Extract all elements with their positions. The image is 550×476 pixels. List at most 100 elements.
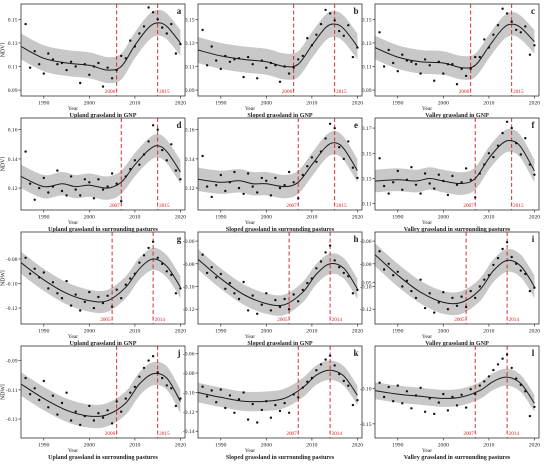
data-point: [287, 308, 291, 311]
data-point: [124, 57, 128, 60]
data-point: [519, 383, 522, 387]
data-point: [315, 267, 318, 270]
breakpoint-label: 2015: [513, 203, 524, 209]
x-tick-label: 2010: [129, 443, 140, 449]
x-tick-label: 2000: [261, 443, 272, 449]
breakpoint-label: 2005: [100, 317, 111, 323]
data-point: [515, 28, 518, 32]
data-point: [83, 178, 87, 181]
panel-title: Valley grassland in surrounding pastures: [404, 227, 511, 233]
data-point: [33, 267, 36, 270]
data-point: [156, 128, 159, 131]
data-point: [297, 197, 300, 200]
data-point: [378, 31, 381, 34]
panel-letter: d: [176, 120, 181, 130]
data-point: [387, 192, 390, 195]
panel-title: Sloped grassland in GNP: [247, 113, 312, 119]
data-point: [501, 357, 504, 360]
plot-area: [21, 118, 182, 210]
data-point: [179, 287, 182, 290]
data-point: [65, 194, 68, 197]
data-point: [242, 75, 245, 79]
data-point: [315, 369, 318, 372]
data-point: [483, 380, 486, 383]
data-point: [487, 152, 491, 155]
data-point: [237, 186, 241, 190]
panel-title: Sloped grassland in surrounding pastures: [226, 227, 335, 233]
data-point: [460, 295, 463, 298]
data-point: [219, 173, 222, 177]
data-point: [79, 423, 82, 427]
data-point: [283, 401, 286, 405]
data-point: [483, 38, 486, 41]
data-point: [24, 376, 27, 380]
data-point: [292, 181, 295, 184]
data-point: [147, 246, 150, 250]
data-point: [396, 270, 399, 273]
y-tick-label: -0.10: [183, 285, 195, 291]
breakpoint-label: 2015: [159, 431, 170, 437]
data-point: [460, 393, 463, 396]
data-point: [351, 292, 355, 295]
data-point: [115, 182, 118, 185]
data-point: [210, 45, 213, 48]
data-point: [496, 363, 500, 366]
data-point: [392, 181, 395, 184]
plot-area: [375, 4, 536, 96]
panel-letter: e: [354, 120, 358, 130]
data-point: [410, 166, 413, 169]
data-point: [301, 54, 304, 58]
data-point: [301, 288, 304, 292]
confidence-band: [375, 12, 535, 80]
panel-title: Upland grassland in GNP: [70, 341, 137, 347]
confidence-band: [198, 131, 358, 199]
data-point: [297, 396, 300, 399]
data-point: [101, 416, 105, 419]
data-point: [442, 179, 445, 183]
data-point: [433, 412, 436, 416]
y-tick-label: 0.05: [362, 280, 372, 286]
data-point: [56, 169, 59, 172]
data-point: [260, 176, 263, 180]
data-point: [464, 74, 468, 78]
panel-e: 0.16 0.14 0.12 1990 2000 2010 2020 2007 2015 e Yea…: [185, 117, 363, 233]
data-point: [97, 295, 100, 299]
data-point: [319, 260, 323, 263]
data-point: [492, 263, 495, 267]
data-point: [310, 44, 314, 47]
x-tick-label: 2010: [306, 101, 317, 107]
trend-line: [375, 139, 535, 185]
data-point: [328, 244, 332, 247]
confidence-band: [198, 11, 358, 80]
data-point: [251, 185, 254, 188]
data-point: [442, 392, 445, 396]
data-point: [260, 303, 263, 306]
y-axis-label: NDVI: [1, 43, 7, 58]
y-tick-label: 0.15: [8, 17, 18, 23]
data-point: [56, 413, 59, 416]
data-point: [156, 18, 159, 21]
data-point: [92, 65, 96, 68]
panel-letter: f: [532, 120, 536, 130]
data-point: [528, 414, 532, 418]
data-point: [120, 200, 123, 203]
data-point: [79, 194, 82, 197]
data-point: [414, 62, 418, 66]
breakpoint-label: 2006: [459, 89, 470, 95]
x-tick-label: 2000: [84, 215, 95, 221]
x-tick-label: 2010: [483, 215, 494, 221]
data-point: [265, 292, 268, 295]
data-point: [170, 22, 173, 26]
data-point: [269, 61, 273, 65]
x-tick-label: 1990: [215, 215, 226, 221]
data-point: [170, 143, 173, 146]
data-point: [292, 393, 295, 396]
x-tick-label: 2020: [352, 329, 363, 335]
data-point: [110, 422, 114, 425]
data-point: [210, 195, 213, 199]
panel-letter: i: [532, 234, 535, 244]
data-point: [442, 72, 445, 75]
data-point: [205, 64, 209, 67]
data-point: [269, 194, 273, 197]
x-tick-label: 2000: [261, 101, 272, 107]
